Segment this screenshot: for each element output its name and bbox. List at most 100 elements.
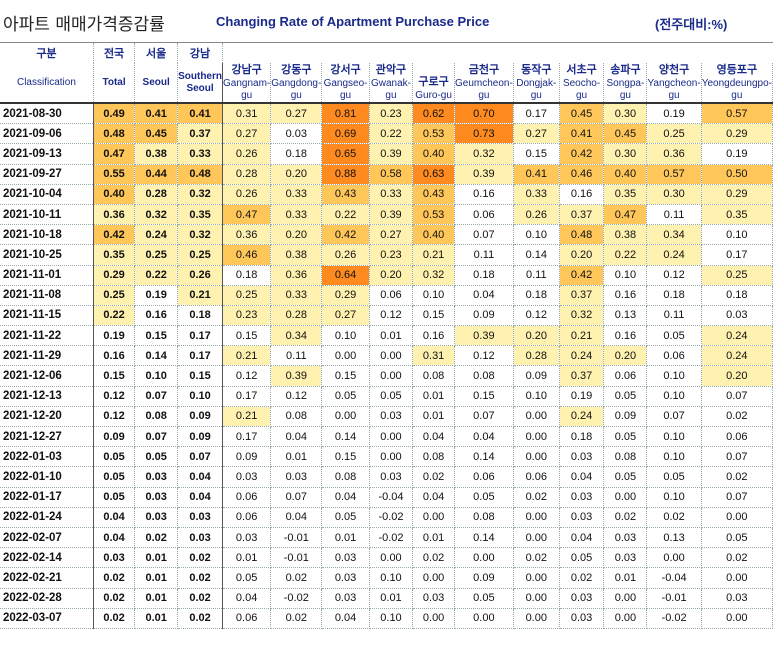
data-cell: 0.36 [646,143,702,165]
data-cell: 0.03 [369,406,414,428]
data-cell: 0.39 [454,164,514,185]
data-cell: 0.00 [603,588,648,609]
data-cell: 0.18 [646,285,702,306]
row-date: 2021-11-22 [0,325,94,347]
data-cell: 0.03 [603,527,648,549]
data-cell: 0.09 [513,365,560,387]
row-date: 2021-08-30 [0,103,94,125]
data-cell: 0.45 [134,123,179,145]
data-cell: 0.34 [270,325,323,347]
data-cell: 0.24 [701,325,773,347]
column-label-en: Gangdong-gu [271,78,322,101]
data-cell: 0.08 [412,365,455,387]
column-label-en: Southern Seoul [178,70,222,94]
data-cell: 0.33 [177,143,223,165]
row-date: 2021-11-01 [0,265,94,286]
data-cell: 0.38 [603,224,648,246]
data-cell: 0.12 [222,365,272,387]
data-cell: 0.02 [412,547,455,569]
data-cell: -0.04 [369,487,414,508]
data-cell: 0.00 [513,507,560,528]
data-cell: 0.18 [559,426,605,448]
data-cell: 0.29 [93,265,136,286]
data-cell: 0.24 [701,345,773,367]
column-header-total: Total [93,63,136,103]
data-cell: 0.19 [93,325,136,347]
data-cell: 0.13 [646,527,702,549]
data-cell: 0.07 [177,446,223,468]
data-cell: 0.03 [559,446,605,468]
data-cell: 0.10 [513,386,560,407]
data-cell: 0.04 [559,466,605,488]
data-cell: 0.01 [412,527,455,549]
data-cell: 0.58 [369,164,414,185]
data-cell: 0.04 [412,426,455,448]
data-cell: 0.10 [177,386,223,407]
column-header-gangnam-gu: 강남구 Gangnam-gu [222,63,272,103]
column-label-en: Seocho-gu [562,78,601,101]
column-label-en: Total [102,76,126,88]
data-cell: 0.81 [321,103,370,125]
data-cell: 0.03 [321,547,370,569]
column-header-songpa-gu: 송파구 Songpa-gu [603,63,648,103]
data-cell: 0.38 [270,244,323,266]
data-cell: 0.55 [93,164,136,185]
data-cell: 0.09 [222,446,272,468]
data-cell: 0.03 [559,608,605,629]
row-date: 2021-11-08 [0,285,94,306]
column-label-en: Gangnam-gu [223,78,271,101]
data-cell: 0.04 [412,487,455,508]
table-row: 2021-11-22 0.19 0.15 0.17 0.15 0.34 0.10 0.01 0.… [0,325,773,347]
data-cell: 0.38 [134,143,179,165]
data-cell: 0.06 [369,285,414,306]
data-cell: 0.01 [134,567,179,589]
data-cell: 0.00 [513,567,560,589]
row-date: 2022-03-07 [0,608,94,629]
data-cell: 0.02 [412,466,455,488]
data-cell: 0.00 [369,365,414,387]
data-cell: 0.00 [701,507,773,528]
data-cell: 0.08 [454,365,514,387]
data-cell: 0.37 [559,204,605,226]
data-cell: 0.01 [412,406,455,428]
data-cell: 0.01 [321,527,370,549]
data-cell: 0.08 [603,446,648,468]
data-cell: 0.37 [559,365,605,387]
data-cell: 0.21 [559,325,605,347]
data-cell: 0.00 [412,507,455,528]
data-cell: 0.40 [412,224,455,246]
data-cell: 0.33 [270,184,323,205]
data-cell: 0.02 [701,466,773,488]
table-row: 2022-02-14 0.03 0.01 0.02 0.01 -0.01 0.03 0.00 0… [0,547,773,569]
data-cell: 0.02 [646,507,702,528]
data-cell: 0.02 [93,567,136,589]
row-date: 2022-01-10 [0,466,94,488]
data-cell: 0.00 [412,608,455,629]
table-row: 2021-10-25 0.35 0.25 0.25 0.46 0.38 0.26 0.23 0.… [0,244,773,266]
table-row: 2021-09-13 0.47 0.38 0.33 0.26 0.18 0.65 0.39 0.… [0,143,773,165]
data-cell: 0.40 [603,164,648,185]
data-cell: 0.10 [369,567,414,589]
header-row-korean-top: 구분 전국 서울 강남 [0,43,773,63]
row-date: 2021-10-04 [0,184,94,205]
data-cell: 0.03 [559,507,605,528]
data-cell: 0.37 [559,285,605,306]
data-cell: 0.49 [93,103,136,125]
column-label-en: Yeongdeungpo-gu [701,78,772,101]
data-cell: 0.03 [134,507,179,528]
data-cell: 0.07 [134,386,179,407]
data-cell: 0.20 [603,345,648,367]
data-cell: 0.03 [603,547,648,569]
data-cell: 0.28 [270,305,323,327]
data-cell: 0.30 [646,184,702,205]
data-cell: 0.26 [177,265,223,286]
data-cell: 0.08 [321,466,370,488]
data-cell: 0.24 [134,224,179,246]
data-cell: 0.25 [177,244,223,266]
data-cell: 0.15 [412,305,455,327]
data-cell: 0.47 [603,204,648,226]
data-cell: 0.45 [603,123,648,145]
data-cell: 0.03 [222,527,272,549]
data-cell: 0.01 [603,567,648,589]
data-cell: 0.19 [646,103,702,125]
